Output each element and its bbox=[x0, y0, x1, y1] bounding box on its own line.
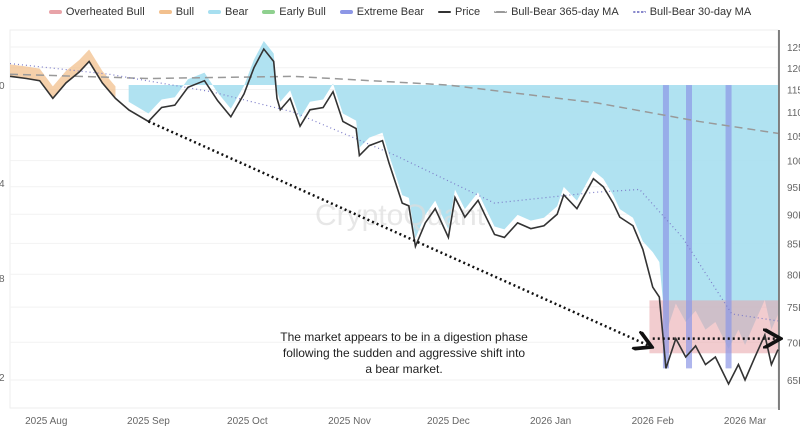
y-tick-label: 100K bbox=[787, 157, 800, 168]
legend-swatch bbox=[438, 11, 452, 13]
price-line bbox=[9, 47, 779, 386]
legend-item[interactable]: Early Bull bbox=[262, 6, 326, 18]
y-tick-label: 80K bbox=[787, 270, 800, 281]
legend: Overheated Bull Bull Bear Early Bull Extreme… bbox=[0, 6, 800, 18]
y-tick-label: 125K bbox=[787, 43, 800, 54]
y-tick-label: 95K bbox=[787, 183, 800, 194]
watermark-logo: CryptoQuant bbox=[315, 199, 486, 232]
legend-swatch bbox=[208, 10, 222, 14]
legend-item[interactable]: Bull-Bear 30-day MA bbox=[632, 6, 752, 18]
extreme-bear-bar bbox=[725, 85, 732, 369]
left-y-tick-label: 4 bbox=[0, 179, 5, 190]
legend-label: Bull-Bear 30-day MA bbox=[649, 6, 752, 18]
legend-item[interactable]: Price bbox=[438, 6, 480, 18]
y-tick-label: 85K bbox=[787, 239, 800, 250]
x-tick-label: 2025 Nov bbox=[328, 416, 371, 427]
x-tick-label: 2026 Feb bbox=[632, 416, 675, 427]
x-tick-label: 2025 Oct bbox=[227, 416, 268, 427]
ma30-line bbox=[9, 62, 779, 322]
extreme-bear-bar bbox=[662, 85, 669, 369]
legend-swatch bbox=[262, 10, 276, 14]
legend-label: Bull-Bear 365-day MA bbox=[511, 6, 619, 18]
annotation-arrow bbox=[147, 120, 649, 345]
y-tick-label: 120K bbox=[787, 64, 800, 75]
y-tick-label: 105K bbox=[787, 132, 800, 143]
legend-swatch bbox=[48, 10, 62, 14]
left-y-tick-label: 2 bbox=[0, 373, 5, 384]
y-tick-label: 70K bbox=[787, 338, 800, 349]
legend-swatch bbox=[158, 10, 172, 14]
left-y-tick-label: 8 bbox=[0, 274, 5, 285]
y-tick-label: 75K bbox=[787, 303, 800, 314]
x-tick-label: 2025 Sep bbox=[127, 416, 170, 427]
bull-region bbox=[10, 49, 116, 99]
legend-item[interactable]: Extreme Bear bbox=[339, 6, 425, 18]
legend-label: Overheated Bull bbox=[65, 6, 145, 18]
ma365-line bbox=[9, 73, 779, 135]
x-tick-label: 2025 Dec bbox=[427, 416, 470, 427]
legend-label: Bull bbox=[175, 6, 195, 18]
extreme-bear-bar bbox=[686, 85, 693, 369]
legend-item[interactable]: Overheated Bull bbox=[48, 6, 145, 18]
bear-region bbox=[128, 41, 778, 349]
legend-item[interactable]: Bear bbox=[208, 6, 248, 18]
left-y-tick-label: 0 bbox=[0, 81, 5, 92]
x-tick-label: 2026 Jan bbox=[530, 416, 571, 427]
x-tick-label: 2025 Aug bbox=[25, 416, 67, 427]
y-tick-label: 115K bbox=[787, 85, 800, 96]
legend-label: Price bbox=[455, 6, 481, 18]
overheated-bull-region bbox=[649, 300, 778, 354]
y-tick-label: 110K bbox=[787, 108, 800, 119]
legend-item[interactable]: Bull-Bear 365-day MA bbox=[494, 6, 619, 18]
legend-label: Extreme Bear bbox=[356, 6, 425, 18]
y-tick-label: 65K bbox=[787, 376, 800, 387]
y-tick-label: 90K bbox=[787, 210, 800, 221]
legend-label: Bear bbox=[225, 6, 249, 18]
annotation-text: The market appears to be in a digestion … bbox=[280, 330, 528, 376]
legend-swatch bbox=[494, 11, 508, 13]
legend-swatch bbox=[339, 10, 353, 14]
legend-swatch bbox=[632, 11, 646, 13]
legend-item[interactable]: Bull bbox=[158, 6, 195, 18]
x-tick-label: 2026 Mar bbox=[724, 416, 767, 427]
legend-label: Early Bull bbox=[279, 6, 326, 18]
